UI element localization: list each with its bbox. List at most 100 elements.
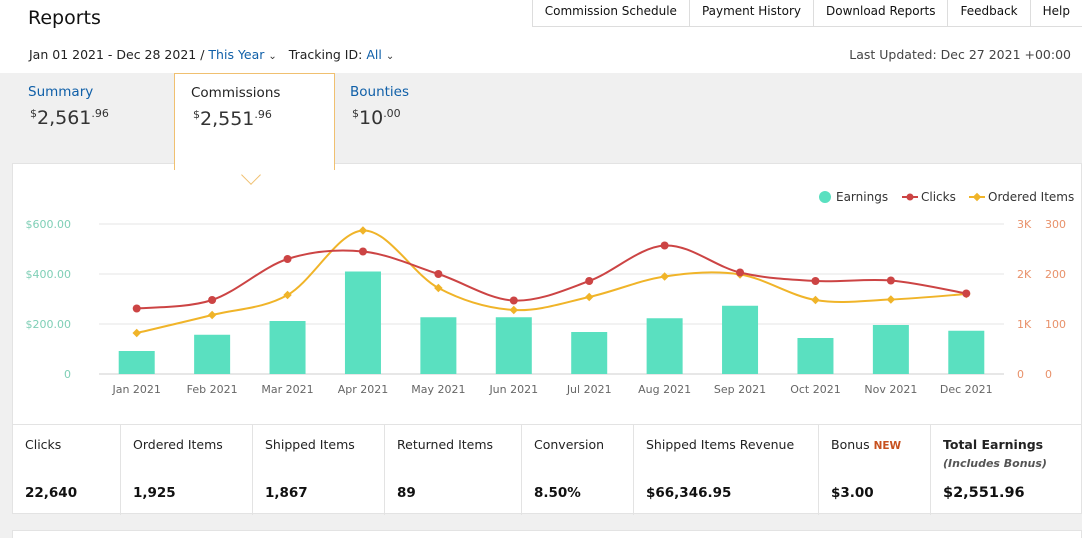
tab-bounties[interactable]: Bounties $10.00 — [350, 73, 470, 165]
earnings-bar — [797, 338, 834, 374]
report-header: Reports Commission Schedule Payment Hist… — [0, 0, 1082, 73]
x-tick-label: Mar 2021 — [261, 383, 313, 396]
page-title: Reports — [28, 7, 101, 29]
metric-value: 22,640 — [25, 485, 78, 501]
legend-ordered-marker — [972, 192, 982, 202]
metrics-bar: Clicks 22,640 Ordered Items 1,925 Shipped It… — [13, 424, 1081, 515]
top-nav: Commission Schedule Payment History Down… — [531, 0, 1082, 27]
legend-clicks-marker — [906, 193, 914, 201]
y-right-clicks-tick-label: 1K — [1017, 318, 1032, 331]
x-tick-label: Feb 2021 — [187, 383, 238, 396]
clicks-line — [136, 244, 967, 310]
ordered-items-point — [132, 328, 141, 338]
metric-value: 89 — [397, 485, 416, 501]
new-badge: NEW — [873, 440, 902, 452]
earnings-bar — [872, 325, 909, 374]
clicks-point — [736, 268, 745, 277]
y-right-clicks-tick-label: 0 — [1017, 368, 1024, 381]
ordered-items-point — [434, 283, 443, 293]
metric-cell: Clicks 22,640 — [13, 425, 121, 515]
metric-value: 1,867 — [265, 485, 308, 501]
chart-panel: 0 0 0 $200.00 1K 100 $400.00 2K 200 $600.00 3K 300 J… — [12, 163, 1082, 515]
x-tick-label: Apr 2021 — [338, 383, 389, 396]
metric-label: Shipped Items Revenue — [646, 437, 795, 452]
ordered-items-point — [283, 290, 292, 300]
earnings-bar — [722, 305, 759, 374]
payment-history-link[interactable]: Payment History — [690, 0, 814, 27]
earnings-bar — [269, 321, 306, 374]
tab-bounties-amount: $10.00 — [352, 107, 401, 129]
y-right-ordered-tick-label: 200 — [1045, 268, 1066, 281]
tracking-id-label: Tracking ID: — [288, 47, 363, 62]
report-filters: Jan 01 2021 - Dec 28 2021 / This Year ⌄ T… — [29, 47, 402, 62]
metric-label: Shipped Items — [265, 437, 355, 452]
y-right-ordered-tick-label: 0 — [1045, 368, 1052, 381]
x-tick-label: Dec 2021 — [940, 383, 993, 396]
metric-cell: Total Earnings (Includes Bonus) $2,551.96 — [931, 425, 1081, 515]
metric-value: $66,346.95 — [646, 485, 732, 501]
metric-note: (Includes Bonus) — [943, 457, 1047, 470]
clicks-point — [132, 304, 141, 313]
help-link[interactable]: Help — [1042, 4, 1070, 18]
date-range: Jan 01 2021 - Dec 28 2021 / — [29, 47, 205, 62]
metric-value: $3.00 — [831, 485, 874, 501]
feedback-link[interactable]: Feedback — [948, 0, 1031, 27]
ordered-items-point — [886, 295, 896, 304]
y-left-tick-label: $400.00 — [26, 268, 72, 281]
ordered-items-point — [584, 292, 594, 302]
x-tick-label: Aug 2021 — [638, 383, 691, 396]
metric-cell: Bonus NEW $3.00 — [819, 425, 931, 515]
tab-summary-label: Summary — [28, 84, 94, 100]
tab-summary[interactable]: Summary $2,561.96 — [28, 73, 168, 165]
tab-commissions-amount: $2,551.96 — [193, 108, 272, 130]
metric-value: 1,925 — [133, 485, 176, 501]
y-left-tick-label: $200.00 — [26, 318, 72, 331]
earnings-bar — [646, 318, 683, 374]
ordered-items-point — [811, 295, 820, 305]
ordered-items-point — [358, 226, 368, 235]
x-tick-label: Sep 2021 — [714, 383, 766, 396]
clicks-point — [283, 255, 292, 263]
metric-label: Ordered Items — [133, 437, 223, 452]
metric-cell: Ordered Items 1,925 — [121, 425, 253, 515]
chevron-down-icon[interactable]: ⌄ — [268, 51, 277, 62]
download-reports-link[interactable]: Download Reports — [814, 0, 949, 27]
x-tick-label: Nov 2021 — [864, 383, 917, 396]
clicks-point — [208, 296, 217, 304]
ordered-items-point — [207, 310, 217, 320]
tab-commissions-label: Commissions — [191, 85, 281, 101]
metric-cell: Returned Items 89 — [385, 425, 522, 515]
earnings-chart: 0 0 0 $200.00 1K 100 $400.00 2K 200 $600.00 3K 300 J… — [26, 190, 1075, 396]
x-tick-label: Jun 2021 — [488, 383, 538, 396]
metric-value: 8.50% — [534, 485, 581, 501]
earnings-bar — [344, 271, 381, 374]
ordered-items-point — [660, 272, 669, 281]
clicks-point — [886, 276, 895, 285]
clicks-point — [585, 277, 594, 285]
legend-earnings-marker — [819, 191, 831, 203]
x-tick-label: Jan 2021 — [111, 383, 160, 396]
metric-value: $2,551.96 — [943, 485, 1025, 501]
metric-cell: Conversion 8.50% — [522, 425, 634, 515]
metric-label: Returned Items — [397, 437, 494, 452]
metric-cell: Shipped Items Revenue $66,346.95 — [634, 425, 819, 515]
metric-label: Total Earnings — [943, 437, 1044, 452]
clicks-point — [660, 241, 669, 250]
tab-commissions[interactable]: Commissions $2,551.96 — [174, 73, 335, 170]
clicks-point — [962, 289, 971, 298]
clicks-point — [358, 247, 367, 256]
commission-schedule-link[interactable]: Commission Schedule — [533, 0, 690, 27]
period-dropdown[interactable]: This Year — [208, 47, 265, 62]
clicks-point — [434, 270, 443, 278]
chevron-down-icon[interactable]: ⌄ — [385, 51, 395, 62]
clicks-point — [509, 296, 518, 305]
earnings-bar — [118, 351, 155, 374]
y-left-tick-label: $600.00 — [26, 218, 72, 231]
metric-label: Conversion — [534, 437, 605, 452]
metric-label: Clicks — [25, 437, 62, 452]
next-card — [12, 530, 1082, 538]
tracking-id-dropdown[interactable]: All — [366, 47, 382, 62]
earnings-bar — [194, 334, 231, 374]
earnings-bar — [948, 330, 985, 374]
tab-bounties-label: Bounties — [350, 84, 410, 100]
